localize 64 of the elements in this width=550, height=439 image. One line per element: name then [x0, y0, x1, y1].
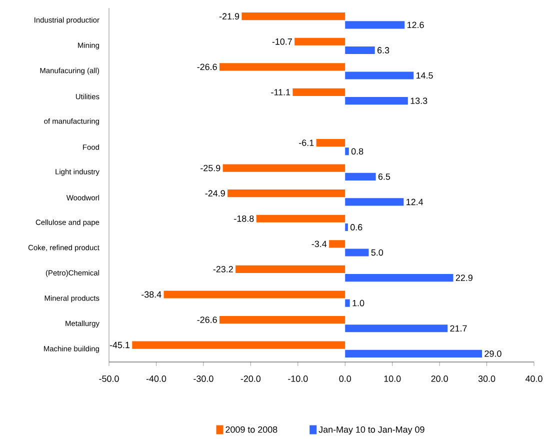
bar [228, 190, 346, 198]
bar [329, 240, 346, 248]
bar [294, 38, 346, 46]
legend-label: Jan-May 10 to Jan-May 09 [318, 426, 424, 434]
data-label: -21.9 [219, 13, 240, 20]
bar [345, 172, 376, 180]
data-label: -18.8 [234, 215, 254, 222]
bar [164, 290, 346, 298]
data-label: 0.6 [350, 224, 362, 230]
data-label: 29.0 [484, 350, 502, 357]
data-label: -10.7 [272, 38, 292, 45]
bar [242, 12, 346, 20]
data-label: 6.3 [378, 47, 390, 54]
bar [236, 265, 346, 273]
bar [345, 46, 375, 54]
x-tick-label: -20.0 [240, 376, 261, 382]
data-label: 14.5 [416, 72, 433, 79]
data-label: 12.6 [407, 22, 424, 28]
x-tick-label: -10.0 [288, 376, 308, 382]
bar [345, 299, 350, 307]
x-tick-label: 20.0 [431, 376, 448, 382]
data-label: -11.1 [271, 89, 290, 96]
x-tick-label: 40.0 [525, 376, 542, 382]
bar [220, 316, 346, 324]
bar [345, 72, 414, 80]
x-tick-label: -30.0 [194, 376, 214, 382]
data-label: -26.6 [197, 64, 217, 70]
data-label: 0.8 [351, 148, 364, 155]
data-label: -45.1 [110, 342, 130, 348]
bar [345, 21, 405, 29]
data-label: 6.5 [378, 173, 390, 180]
data-label: 13.3 [410, 98, 428, 104]
bar [345, 223, 348, 232]
bar [345, 350, 482, 358]
data-label: 21.7 [450, 325, 467, 332]
data-label: 5.0 [371, 249, 384, 256]
x-tick-label: 0.0 [339, 376, 351, 382]
data-label: -24.9 [205, 190, 225, 197]
x-tick-label: -50.0 [99, 376, 119, 382]
bar [345, 198, 404, 206]
bar [256, 214, 346, 222]
bar [345, 274, 454, 282]
x-tick-label: 30.0 [478, 376, 496, 382]
data-label: -3.4 [312, 240, 327, 248]
bar [345, 97, 408, 105]
data-label: -26.6 [197, 316, 217, 323]
data-label: -6.1 [299, 140, 314, 146]
bar [345, 248, 369, 256]
bar [345, 148, 349, 156]
data-label: -38.4 [142, 291, 162, 298]
bar [132, 341, 346, 349]
x-tick-label: 10.0 [384, 376, 401, 382]
bar [345, 324, 448, 332]
data-label: 22.9 [456, 274, 472, 281]
x-tick-label: -40.0 [146, 376, 166, 382]
bar [292, 88, 346, 96]
data-label: -25.9 [200, 164, 220, 172]
data-label: 1.0 [352, 300, 364, 306]
bar [222, 164, 346, 172]
data-label: 12.4 [406, 198, 424, 206]
bar [220, 63, 346, 71]
data-label: -23.2 [213, 266, 233, 272]
legend-label: 2009 to 2008 [226, 426, 278, 433]
bar [316, 138, 346, 147]
